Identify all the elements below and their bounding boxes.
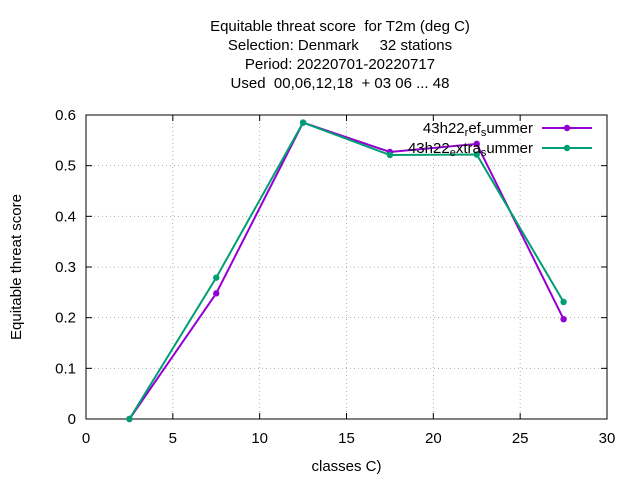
axis-ticks: 0 0.1 0.2 0.3 0.4 0.5 0.6 0 5 10 15 20 25 30	[55, 107, 615, 447]
y-tick-label: 0.3	[55, 259, 76, 276]
legend-label: 43h22extrasummer	[408, 140, 533, 159]
x-tick-label: 30	[599, 430, 616, 447]
legend-entry-2: 43h22extrasummer	[408, 140, 592, 159]
x-tick-label: 25	[512, 430, 529, 447]
data-point	[213, 290, 220, 297]
legend-entry-1: 43h22refsummer	[423, 120, 592, 139]
x-axis-label: classes C)	[311, 458, 381, 475]
title-line-4: Used 00,06,12,18 + 03 06 ... 48	[230, 75, 450, 92]
grid	[86, 115, 607, 419]
series-line	[128, 121, 565, 420]
data-point	[386, 151, 394, 159]
data-point	[473, 151, 480, 158]
data-point	[473, 140, 480, 148]
x-tick-label: 20	[425, 430, 442, 447]
y-axis-label: Equitable threat score	[8, 194, 25, 340]
y-tick-label: 0.4	[55, 208, 76, 225]
chart-title: Equitable threat score for T2m (deg C) S…	[0, 17, 640, 93]
series-2	[126, 119, 567, 423]
legend-marker	[563, 144, 571, 152]
legend-marker	[563, 124, 571, 132]
data-point	[213, 274, 220, 281]
y-tick-label: 0.6	[55, 107, 76, 124]
data-point	[126, 415, 133, 423]
title-line-2: Selection: Denmark 32 stations	[227, 37, 453, 54]
series-1	[126, 119, 567, 423]
y-tick-label: 0.5	[55, 158, 76, 175]
data-point	[560, 315, 567, 323]
x-tick-label: 10	[251, 430, 268, 447]
y-tick-label: 0.2	[55, 310, 76, 327]
y-tick-label: 0	[68, 411, 76, 428]
x-tick-label: 0	[82, 430, 90, 447]
title-line-1: Equitable threat score for T2m (deg C)	[210, 18, 470, 35]
y-tick-label: 0.1	[55, 360, 76, 377]
data-point	[560, 298, 567, 306]
x-tick-label: 15	[338, 430, 355, 447]
x-tick-label: 5	[169, 430, 177, 447]
series-line	[128, 121, 565, 420]
data-point	[299, 119, 307, 126]
title-line-3: Period: 20220701-20220717	[244, 56, 436, 73]
series	[126, 119, 567, 423]
legend-label: 43h22refsummer	[423, 120, 533, 139]
